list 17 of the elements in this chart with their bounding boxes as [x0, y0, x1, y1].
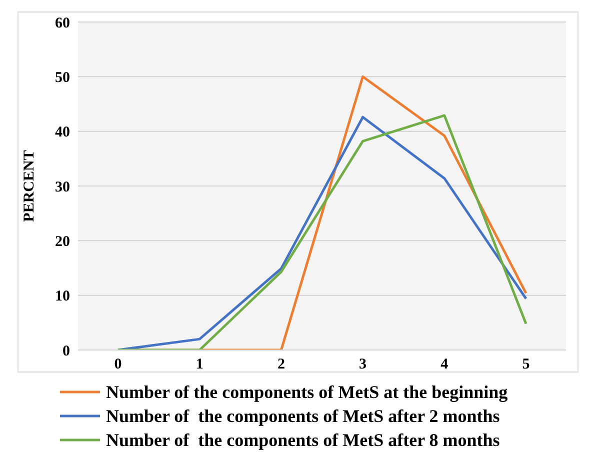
legend-label: Number of the components of MetS after 2 months — [106, 406, 500, 426]
x-tick-label: 4 — [440, 356, 449, 373]
legend-label: Number of the components of MetS at the beginning — [106, 382, 508, 402]
y-tick-label: 40 — [55, 124, 70, 141]
y-tick-label: 0 — [62, 343, 70, 360]
x-tick-label: 5 — [522, 356, 530, 373]
y-tick-label: 50 — [55, 70, 70, 86]
y-tick-label: 30 — [55, 179, 70, 196]
x-tick-label: 0 — [114, 356, 122, 373]
x-tick-label: 2 — [277, 356, 285, 373]
x-tick-label: 1 — [196, 356, 204, 373]
x-tick-label: 3 — [359, 356, 367, 373]
legend-label: Number of the components of MetS after 8 months — [106, 430, 500, 450]
y-axis-title: PERCENT — [21, 150, 38, 222]
y-tick-label: 20 — [55, 234, 70, 250]
y-tick-label: 60 — [55, 15, 70, 32]
y-tick-label: 10 — [55, 288, 70, 305]
